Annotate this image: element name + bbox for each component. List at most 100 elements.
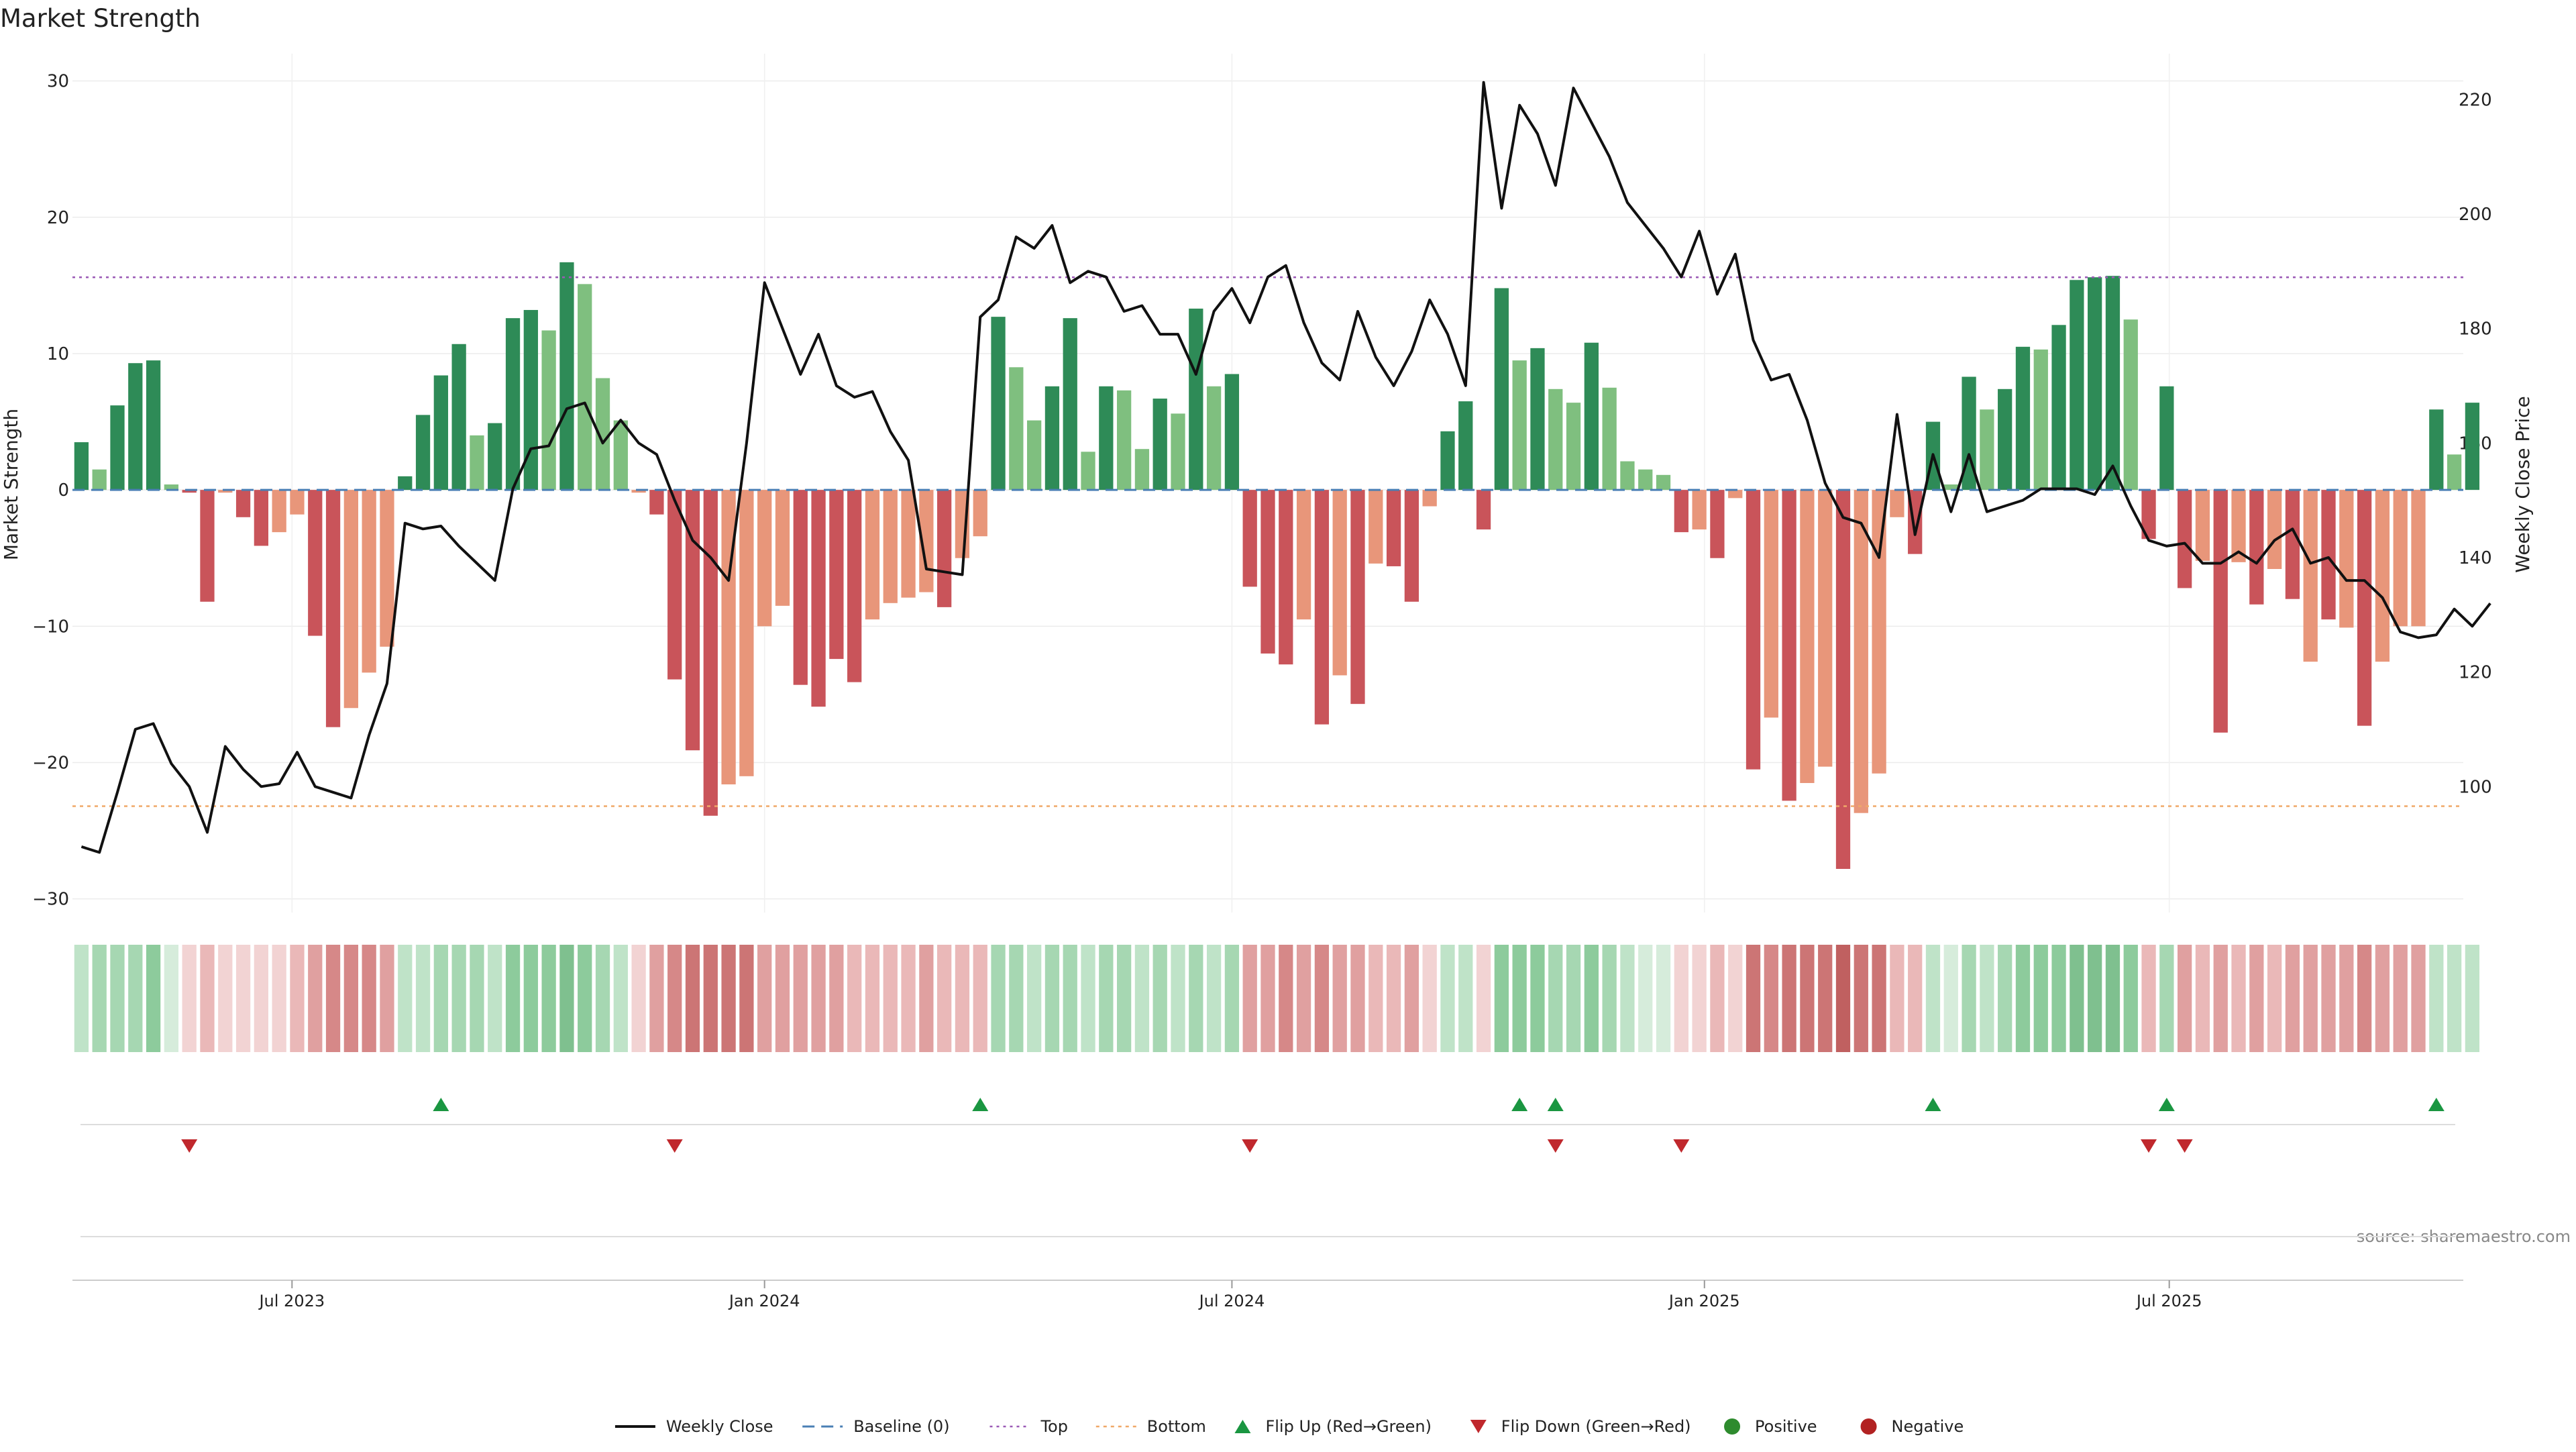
chart-title: Market Strength — [0, 4, 201, 33]
strength-strip-cell — [685, 945, 700, 1052]
legend-label: Flip Up (Red→Green) — [1265, 1417, 1432, 1436]
strength-strip-cell — [1009, 945, 1024, 1052]
strength-strip-cell — [775, 945, 790, 1052]
y-tick-label: −30 — [32, 890, 69, 910]
strength-strip-cell — [2231, 945, 2246, 1052]
strength-strip-cell — [1404, 945, 1419, 1052]
strength-strip-cell — [362, 945, 376, 1052]
strength-bar — [1027, 420, 1042, 490]
strength-strip-cell — [2141, 945, 2156, 1052]
legend-label: Positive — [1755, 1417, 1817, 1436]
strength-bar — [1998, 388, 2012, 490]
legend-positive-swatch — [1724, 1418, 1741, 1435]
strength-bar — [523, 309, 538, 490]
strength-bar — [218, 490, 233, 493]
x-tick-label: Jul 2023 — [258, 1292, 325, 1310]
strength-bar — [1368, 490, 1383, 564]
strength-strip-cell — [1728, 945, 1743, 1052]
strength-strip-cell — [290, 945, 305, 1052]
strength-strip-cell — [578, 945, 592, 1052]
strength-bar — [182, 490, 197, 493]
strength-bar — [451, 344, 466, 490]
strength-strip-cell — [811, 945, 826, 1052]
strength-strip-cell — [595, 945, 610, 1052]
strength-bar — [2195, 490, 2210, 561]
strength-strip-cell — [865, 945, 880, 1052]
strength-bar — [1314, 490, 1330, 725]
strength-bar — [2033, 349, 2048, 490]
strength-strip-cell — [2357, 945, 2372, 1052]
strength-bar — [937, 490, 952, 607]
strength-strip-cell — [523, 945, 538, 1052]
strength-strip-cell — [721, 945, 736, 1052]
strength-bar — [380, 490, 394, 647]
strength-bar — [2159, 386, 2174, 490]
strength-bar — [2070, 280, 2084, 490]
strength-strip-cell — [1386, 945, 1401, 1052]
y2-tick-label: 220 — [2459, 90, 2492, 110]
strength-bar — [1674, 490, 1688, 533]
strength-bar — [164, 484, 179, 490]
y2-axis-label: Weekly Close Price — [2512, 396, 2534, 572]
strength-bar — [1818, 490, 1833, 767]
strength-strip-cell — [1980, 945, 1994, 1052]
strength-bar — [1835, 490, 1851, 869]
strength-bar — [200, 490, 215, 602]
strength-strip-cell — [1027, 945, 1042, 1052]
strength-bar — [991, 317, 1006, 490]
strength-strip-cell — [343, 945, 358, 1052]
strength-bar — [505, 318, 521, 490]
strength-strip-cell — [380, 945, 394, 1052]
legend-label: Negative — [1892, 1417, 1964, 1436]
strength-bar — [829, 490, 844, 660]
strength-strip-cell — [1476, 945, 1491, 1052]
strength-bar — [2051, 325, 2066, 490]
strength-strip-cell — [1458, 945, 1473, 1052]
legend-flip-down-swatch — [1470, 1420, 1487, 1433]
strength-strip-cell — [2178, 945, 2192, 1052]
strength-strip-cell — [272, 945, 286, 1052]
strength-bar — [541, 330, 556, 490]
strength-strip-cell — [415, 945, 431, 1052]
strength-bar — [1189, 308, 1203, 490]
strength-bar — [146, 360, 161, 490]
strength-strip-cell — [2267, 945, 2282, 1052]
y2-tick-label: 100 — [2459, 777, 2492, 797]
strength-bar — [2465, 403, 2480, 490]
strength-bar — [847, 490, 862, 682]
legend-label: Weekly Close — [666, 1417, 773, 1436]
strength-bar — [1890, 490, 1904, 517]
strength-bar — [1350, 490, 1365, 705]
strength-strip-cell — [1063, 945, 1077, 1052]
strength-strip-cell — [2339, 945, 2354, 1052]
y2-tick-label: 180 — [2459, 319, 2492, 340]
flip-down-marker — [181, 1139, 198, 1153]
y-tick-label: 0 — [58, 480, 69, 501]
strength-strip-cell — [182, 945, 197, 1052]
strength-bar — [1872, 490, 1886, 774]
strength-strip-cell — [1116, 945, 1132, 1052]
strength-bar — [2285, 490, 2300, 599]
strength-strip-cell — [883, 945, 898, 1052]
strength-strip-cell — [2105, 945, 2121, 1052]
strength-strip-cell — [649, 945, 664, 1052]
flip-up-marker — [1925, 1098, 1941, 1111]
strength-bar — [1134, 449, 1150, 490]
strength-bar — [1099, 386, 1114, 490]
strength-bar — [1116, 390, 1132, 490]
strength-bar — [1224, 374, 1240, 490]
flip-up-marker — [2428, 1098, 2445, 1111]
strength-strip-cell — [1206, 945, 1222, 1052]
strength-strip-cell — [1692, 945, 1707, 1052]
strength-strip-cell — [308, 945, 323, 1052]
strength-bar — [362, 490, 376, 673]
y-tick-label: −10 — [32, 617, 69, 637]
strength-bar — [1009, 367, 1024, 490]
strength-strip-cell — [2159, 945, 2174, 1052]
strength-bar — [1206, 386, 1222, 490]
strength-bar — [254, 490, 269, 546]
strength-strip-cell — [1279, 945, 1293, 1052]
strength-strip-cell — [1782, 945, 1796, 1052]
strength-strip-cell — [1584, 945, 1599, 1052]
